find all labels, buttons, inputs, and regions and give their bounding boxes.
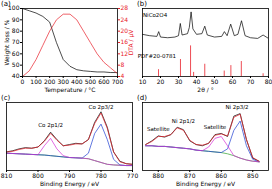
svg-text:300: 300 xyxy=(57,78,69,85)
svg-text:16: 16 xyxy=(121,38,129,45)
svg-text:780: 780 xyxy=(95,172,107,179)
svg-text:80: 80 xyxy=(12,27,20,34)
html-text:(b): (b) xyxy=(137,0,147,8)
svg-text:NiCo2O4: NiCo2O4 xyxy=(143,12,168,18)
svg-text:28: 28 xyxy=(121,4,129,11)
svg-text:50: 50 xyxy=(211,78,219,85)
svg-text:0: 0 xyxy=(21,78,25,85)
svg-text:60: 60 xyxy=(229,78,237,85)
svg-text:500: 500 xyxy=(85,78,97,85)
svg-text:870: 870 xyxy=(184,172,196,179)
svg-text:12: 12 xyxy=(121,50,129,57)
svg-text:40: 40 xyxy=(12,72,20,79)
svg-text:DTA / μV: DTA / μV xyxy=(127,29,135,56)
svg-text:70: 70 xyxy=(247,78,255,85)
svg-text:10: 10 xyxy=(139,78,147,85)
svg-text:90: 90 xyxy=(12,16,20,23)
svg-text:60: 60 xyxy=(12,50,20,57)
svg-text:30: 30 xyxy=(175,78,183,85)
svg-text:850: 850 xyxy=(247,172,259,179)
svg-text:80: 80 xyxy=(265,78,272,85)
svg-text:800: 800 xyxy=(32,172,44,179)
svg-text:400: 400 xyxy=(71,78,83,85)
svg-text:600: 600 xyxy=(98,78,110,85)
svg-text:Co 2p3/2: Co 2p3/2 xyxy=(89,104,114,111)
svg-text:2θ / °: 2θ / ° xyxy=(197,86,213,93)
svg-text:700: 700 xyxy=(112,78,124,85)
svg-text:50: 50 xyxy=(12,61,20,68)
svg-text:880: 880 xyxy=(153,172,165,179)
svg-text:100: 100 xyxy=(30,78,42,85)
svg-text:40: 40 xyxy=(193,78,201,85)
svg-text:810: 810 xyxy=(1,172,13,179)
html-text:(c): (c) xyxy=(1,94,11,102)
svg-text:Binding Energy / eV: Binding Energy / eV xyxy=(40,180,100,188)
svg-text:Ni 2p3/2: Ni 2p3/2 xyxy=(225,104,248,111)
svg-text:PDF#20-0781: PDF#20-0781 xyxy=(138,53,176,59)
svg-text:100: 100 xyxy=(8,4,20,12)
svg-text:Binding Energy / eV: Binding Energy / eV xyxy=(176,180,236,188)
svg-text:Temperature / °C: Temperature / °C xyxy=(43,86,95,94)
svg-text:Weight loss / %: Weight loss / % xyxy=(3,19,11,65)
html-text:(d): (d) xyxy=(137,94,147,102)
svg-text:790: 790 xyxy=(64,172,76,179)
svg-text:Ni 2p1/2: Ni 2p1/2 xyxy=(172,118,195,125)
svg-text:20: 20 xyxy=(157,78,165,85)
svg-text:Satellite: Satellite xyxy=(147,126,170,132)
html-text:(a): (a) xyxy=(1,0,11,8)
svg-text:20: 20 xyxy=(121,27,129,34)
svg-text:8: 8 xyxy=(121,61,125,68)
svg-text:Satellite: Satellite xyxy=(204,124,227,130)
svg-text:4: 4 xyxy=(121,72,125,79)
svg-text:770: 770 xyxy=(127,172,139,179)
svg-text:860: 860 xyxy=(216,172,228,179)
svg-text:70: 70 xyxy=(12,38,20,45)
svg-text:Co 2p1/2: Co 2p1/2 xyxy=(38,122,63,129)
svg-text:200: 200 xyxy=(44,78,56,85)
svg-text:24: 24 xyxy=(121,16,129,23)
